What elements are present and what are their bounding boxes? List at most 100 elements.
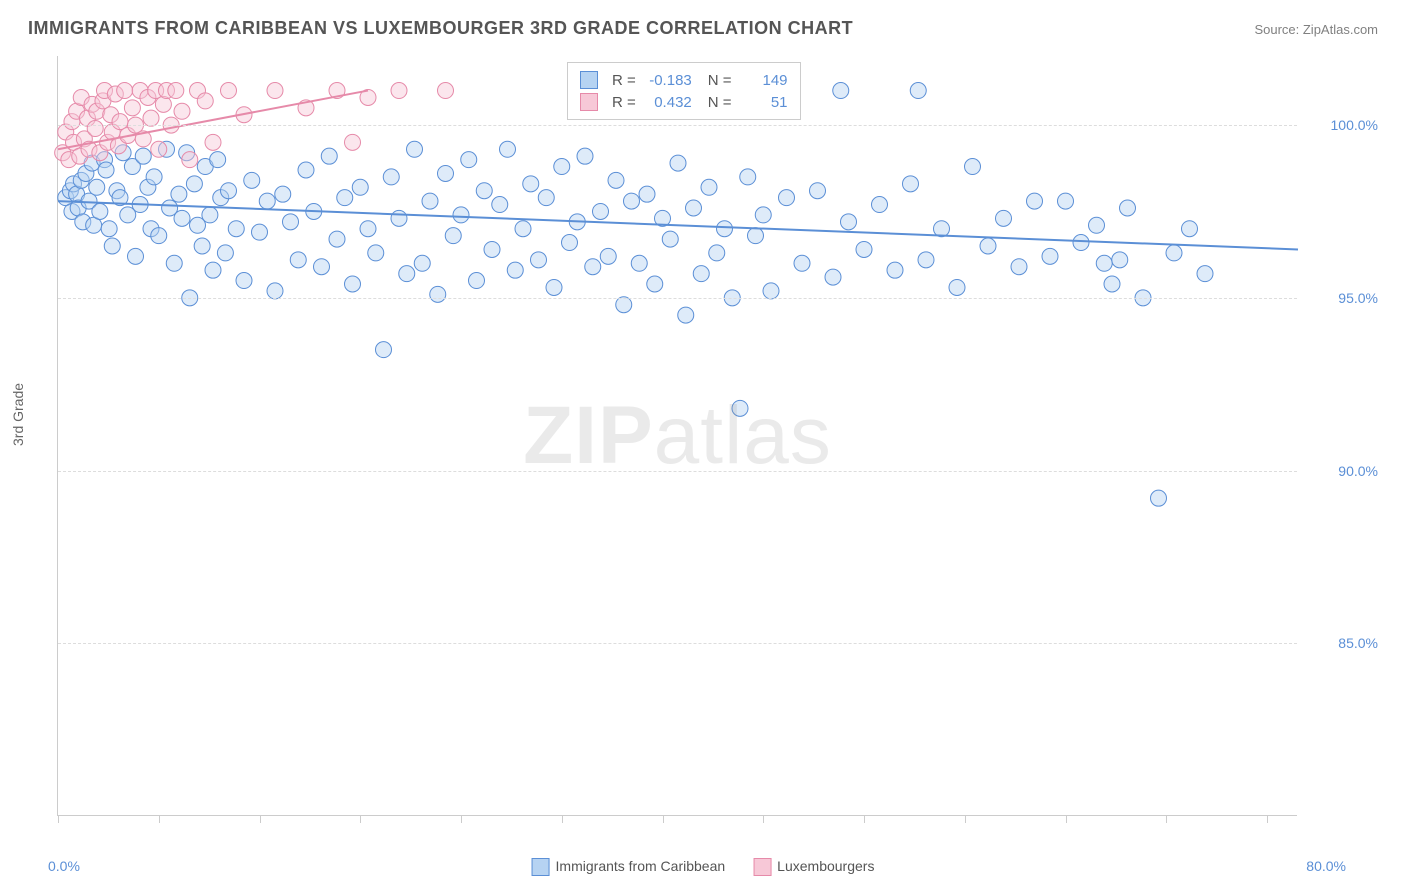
stats-r-label: R = <box>612 72 636 89</box>
data-point <box>554 159 570 175</box>
data-point <box>383 169 399 185</box>
data-point <box>755 207 771 223</box>
stats-swatch <box>580 71 598 89</box>
data-point <box>407 141 423 157</box>
data-point <box>117 83 133 99</box>
data-point <box>624 193 640 209</box>
data-point <box>949 279 965 295</box>
x-tick <box>864 815 865 823</box>
data-point <box>662 231 678 247</box>
legend-swatch <box>753 858 771 876</box>
x-tick-min: 0.0% <box>48 858 80 874</box>
stats-n-value: 149 <box>740 72 788 89</box>
gridline-h <box>58 471 1297 472</box>
data-point <box>748 228 764 244</box>
data-point <box>794 255 810 271</box>
data-point <box>1027 193 1043 209</box>
data-point <box>476 183 492 199</box>
data-point <box>841 214 857 230</box>
data-point <box>168 83 184 99</box>
data-point <box>221 83 237 99</box>
legend-item: Luxembourgers <box>753 858 874 876</box>
data-point <box>965 159 981 175</box>
x-tick <box>663 815 664 823</box>
data-point <box>709 245 725 261</box>
data-point <box>1011 259 1027 275</box>
x-tick <box>1166 815 1167 823</box>
data-point <box>934 221 950 237</box>
data-point <box>453 207 469 223</box>
data-point <box>205 134 221 150</box>
data-point <box>345 134 361 150</box>
data-point <box>166 255 182 271</box>
x-tick <box>58 815 59 823</box>
data-point <box>469 273 485 289</box>
data-point <box>492 197 508 213</box>
x-tick <box>461 815 462 823</box>
data-point <box>217 245 233 261</box>
data-point <box>918 252 934 268</box>
data-point <box>376 342 392 358</box>
legend-swatch <box>532 858 550 876</box>
data-point <box>523 176 539 192</box>
data-point <box>1042 248 1058 264</box>
data-point <box>314 259 330 275</box>
data-point <box>1058 193 1074 209</box>
data-point <box>577 148 593 164</box>
data-point <box>155 96 171 112</box>
data-point <box>1182 221 1198 237</box>
data-point <box>146 169 162 185</box>
data-point <box>151 228 167 244</box>
data-point <box>228 221 244 237</box>
data-point <box>647 276 663 292</box>
legend-label: Immigrants from Caribbean <box>556 858 726 874</box>
data-point <box>360 221 376 237</box>
source-credit: Source: ZipAtlas.com <box>1254 22 1378 37</box>
data-point <box>438 165 454 181</box>
data-point <box>283 214 299 230</box>
data-point <box>600 248 616 264</box>
data-point <box>391 83 407 99</box>
data-point <box>538 190 554 206</box>
data-point <box>252 224 268 240</box>
data-point <box>391 210 407 226</box>
plot-area: ZIPatlas <box>57 56 1297 816</box>
data-point <box>461 152 477 168</box>
data-point <box>205 262 221 278</box>
data-point <box>562 235 578 251</box>
data-point <box>171 186 187 202</box>
data-point <box>221 183 237 199</box>
data-point <box>422 193 438 209</box>
data-point <box>194 238 210 254</box>
stats-r-value: -0.183 <box>644 72 692 89</box>
data-point <box>833 83 849 99</box>
x-tick <box>562 815 563 823</box>
stats-n-value: 51 <box>740 94 788 111</box>
data-point <box>197 93 213 109</box>
data-point <box>825 269 841 285</box>
stats-r-label: R = <box>612 94 636 111</box>
y-tick-label: 85.0% <box>1338 635 1378 651</box>
data-point <box>810 183 826 199</box>
data-point <box>717 221 733 237</box>
data-point <box>174 103 190 119</box>
data-point <box>515 221 531 237</box>
data-point <box>275 186 291 202</box>
data-point <box>368 245 384 261</box>
data-point <box>1089 217 1105 233</box>
data-point <box>763 283 779 299</box>
y-axis-label: 3rd Grade <box>10 383 26 446</box>
y-tick-label: 95.0% <box>1338 290 1378 306</box>
x-tick <box>763 815 764 823</box>
data-point <box>500 141 516 157</box>
chart-title: IMMIGRANTS FROM CARIBBEAN VS LUXEMBOURGE… <box>28 18 853 39</box>
data-point <box>585 259 601 275</box>
data-point <box>414 255 430 271</box>
x-tick <box>965 815 966 823</box>
data-point <box>445 228 461 244</box>
gridline-h <box>58 298 1297 299</box>
scatter-svg <box>58 56 1298 816</box>
data-point <box>903 176 919 192</box>
data-point <box>608 172 624 188</box>
stats-n-label: N = <box>708 94 732 111</box>
